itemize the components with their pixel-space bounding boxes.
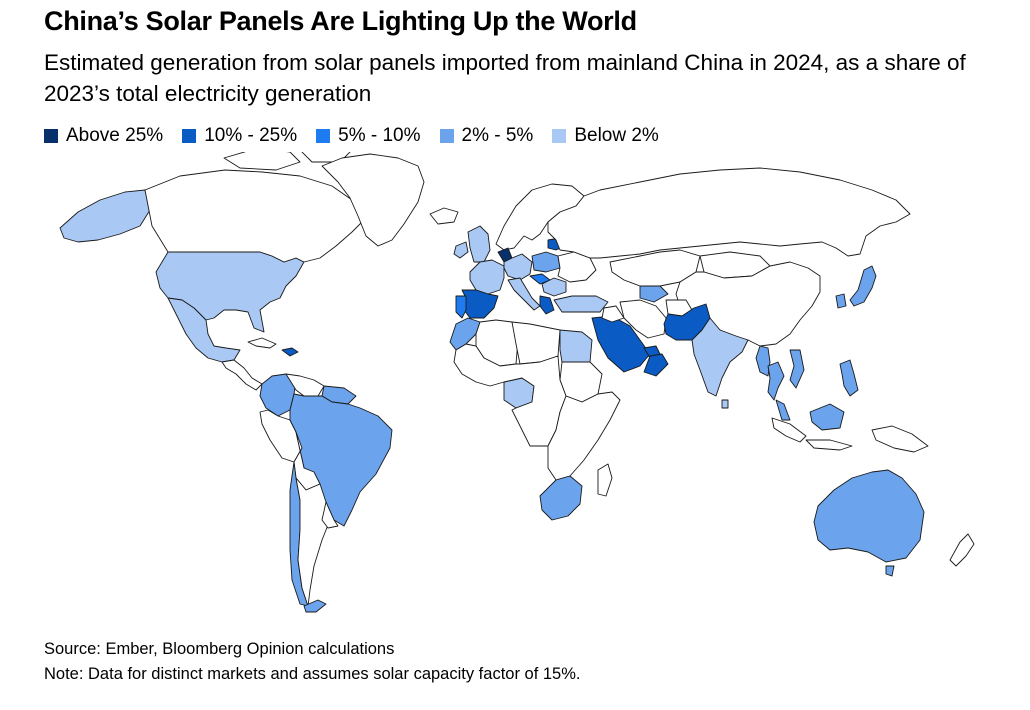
source-note: Source: Ember, Bloomberg Opinion calcula… [44, 640, 395, 658]
country-germany [503, 253, 533, 281]
country-alaska [59, 189, 151, 243]
country-south-korea [835, 293, 847, 309]
legend-item-5-10: 5% - 10% [316, 125, 421, 147]
country-egypt [559, 329, 593, 363]
country-turkey [553, 295, 609, 313]
country-vietnam [789, 349, 805, 389]
world-map [59, 152, 975, 613]
country-sri-lanka [721, 399, 729, 409]
chart-title: China’s Solar Panels Are Lighting Up the… [44, 6, 637, 36]
country-layer [59, 152, 975, 613]
legend-label: 2% - 5% [461, 125, 534, 146]
country-greenland [321, 153, 425, 247]
legend-label: Above 25% [66, 125, 164, 146]
legend-item-10-25: 10% - 25% [182, 125, 297, 147]
country-russia [547, 167, 911, 259]
legend-swatch [44, 129, 58, 143]
country-central-america [221, 359, 263, 391]
legend-label: 5% - 10% [338, 125, 421, 146]
country-portugal [455, 295, 467, 319]
country-myanmar [755, 345, 771, 377]
country-spain [461, 289, 499, 319]
country-ireland [453, 241, 469, 259]
country-madagascar [597, 463, 613, 497]
country-oman [643, 353, 669, 377]
country-italy [507, 277, 541, 311]
legend-swatch [439, 129, 454, 143]
country-uzbekistan [639, 285, 669, 303]
legend-item-below-2: Below 2% [552, 125, 659, 147]
country-iceland [429, 207, 459, 225]
country-new-guinea [871, 425, 929, 453]
country-thailand [767, 361, 785, 401]
country-mexico [167, 297, 241, 363]
country-borneo [809, 403, 845, 431]
country-france [469, 259, 505, 295]
country-east-africa [547, 391, 621, 481]
country-united-kingdom [467, 225, 491, 263]
country-canada [144, 152, 369, 263]
country-greece [539, 295, 555, 315]
country-argentina [295, 477, 331, 607]
footer: Source: Ember, Bloomberg Opinion calcula… [44, 637, 580, 687]
country-iraq [601, 305, 625, 323]
legend-label: Below 2% [574, 125, 659, 146]
country-cuba [247, 337, 277, 349]
legend-item-above-25: Above 25% [44, 125, 163, 147]
country-india [691, 317, 749, 397]
legend-swatch [552, 129, 567, 143]
country-philippines [839, 359, 859, 397]
country-tasmania [885, 565, 895, 577]
country-uruguay [321, 501, 339, 529]
legend-label: 10% - 25% [204, 125, 298, 146]
country-romania [541, 277, 567, 297]
legend-swatch [316, 129, 331, 143]
chart-subtitle: Estimated generation from solar panels i… [44, 50, 966, 106]
country-saudi-arabia [591, 315, 651, 373]
country-united-states [155, 251, 305, 333]
country-tierra-del-fuego [303, 599, 327, 613]
country-venezuela [285, 373, 325, 397]
country-new-zealand [949, 533, 975, 567]
legend: Above 25% 10% - 25% 5% - 10% 2% - 5% Bel… [44, 124, 678, 148]
country-south-africa [539, 475, 583, 521]
country-morocco [449, 317, 481, 351]
country-japan [849, 265, 877, 307]
country-iran [619, 299, 667, 339]
methodology-note: Note: Data for distinct markets and assu… [44, 665, 581, 683]
country-australia [813, 469, 925, 563]
country-indonesia [771, 417, 853, 451]
legend-item-2-5: 2% - 5% [439, 125, 534, 147]
country-malaysia [775, 399, 791, 421]
country-poland [531, 251, 561, 273]
legend-swatch [182, 129, 197, 143]
country-dominican-republic [281, 347, 299, 357]
